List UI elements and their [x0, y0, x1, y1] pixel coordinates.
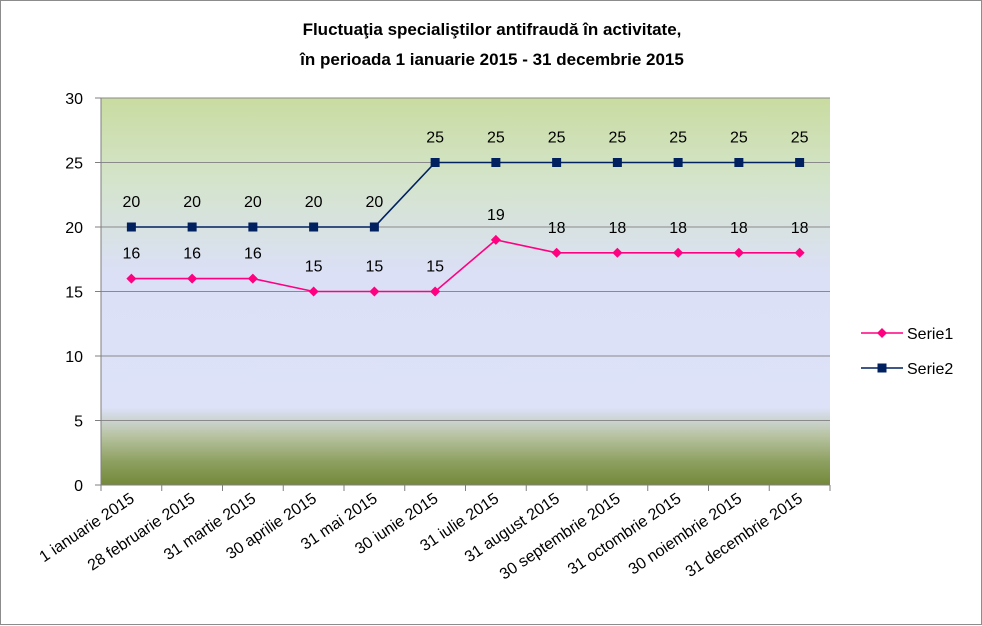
data-point — [612, 247, 623, 258]
data-point — [673, 247, 684, 258]
data-point — [309, 222, 319, 232]
legend-item-serie2: Serie2 — [861, 361, 953, 378]
data-label: 15 — [365, 259, 383, 276]
y-tick-label: 5 — [74, 414, 83, 431]
chart-title-line-2: în perioada 1 ianuarie 2015 - 31 decembr… — [299, 50, 684, 69]
data-point — [734, 158, 744, 167]
data-label: 20 — [244, 194, 262, 211]
legend-label: Serie2 — [907, 361, 953, 378]
data-point — [247, 273, 258, 284]
y-axis-ticks: 0 5 10 15 20 25 30 — [65, 91, 101, 495]
data-label: 20 — [183, 194, 201, 211]
series-line — [131, 239, 800, 293]
data-point — [491, 158, 501, 167]
data-label: 25 — [426, 130, 444, 147]
y-tick-label: 25 — [65, 156, 83, 173]
data-point — [794, 247, 805, 258]
x-tick-label: 28 februarie 2015 — [85, 490, 199, 574]
y-tick-label: 15 — [65, 285, 83, 302]
series-serie1: 16 16 16 15 15 15 19 18 18 18 18 18 — [122, 207, 809, 297]
series-line — [131, 161, 800, 228]
data-point — [430, 286, 441, 297]
data-label: 15 — [426, 259, 444, 276]
data-point — [490, 234, 501, 245]
data-point — [369, 222, 379, 232]
data-point — [126, 273, 137, 284]
y-tick-label: 30 — [65, 91, 83, 108]
data-label: 18 — [791, 220, 809, 237]
series-serie2: 20 20 20 20 20 25 25 25 25 25 25 25 — [122, 130, 809, 232]
data-label: 20 — [122, 194, 140, 211]
data-point — [552, 158, 562, 167]
x-tick-label: 31 octombrie 2015 — [565, 490, 684, 578]
data-label: 16 — [122, 246, 140, 263]
data-label: 19 — [487, 207, 505, 224]
data-point — [308, 286, 319, 297]
legend-label: Serie1 — [907, 326, 953, 343]
data-label: 20 — [365, 194, 383, 211]
data-point — [673, 158, 683, 167]
data-label: 25 — [791, 130, 809, 147]
legend-marker — [877, 363, 887, 373]
data-point — [126, 222, 136, 232]
data-point — [612, 158, 622, 167]
data-label: 25 — [608, 130, 626, 147]
data-point — [187, 222, 197, 232]
data-point — [430, 158, 440, 167]
data-point — [795, 158, 805, 167]
y-tick-label: 0 — [74, 478, 83, 495]
data-label: 18 — [730, 220, 748, 237]
data-point — [733, 247, 744, 258]
data-point — [187, 273, 198, 284]
y-tick-label: 20 — [65, 220, 83, 237]
data-point — [369, 286, 380, 297]
data-label: 18 — [548, 220, 566, 237]
legend: Serie1 Serie2 — [861, 326, 953, 378]
data-label: 20 — [305, 194, 323, 211]
data-label: 16 — [244, 246, 262, 263]
data-label: 15 — [305, 259, 323, 276]
data-label: 25 — [548, 130, 566, 147]
data-point — [248, 222, 258, 232]
data-label: 16 — [183, 246, 201, 263]
y-tick-label: 10 — [65, 349, 83, 366]
data-label: 25 — [730, 130, 748, 147]
data-point — [551, 247, 562, 258]
data-label: 25 — [487, 130, 505, 147]
series-group: 16 16 16 15 15 15 19 18 18 18 18 18 20 20 20 20 20 25 25 25… — [122, 130, 809, 297]
legend-item-serie1: Serie1 — [861, 326, 953, 343]
data-label: 18 — [608, 220, 626, 237]
data-label: 18 — [669, 220, 687, 237]
legend-marker — [877, 328, 887, 338]
chart-title-line-1: Fluctuaţia specialiştilor antifraudă în … — [303, 20, 682, 39]
data-label: 25 — [669, 130, 687, 147]
